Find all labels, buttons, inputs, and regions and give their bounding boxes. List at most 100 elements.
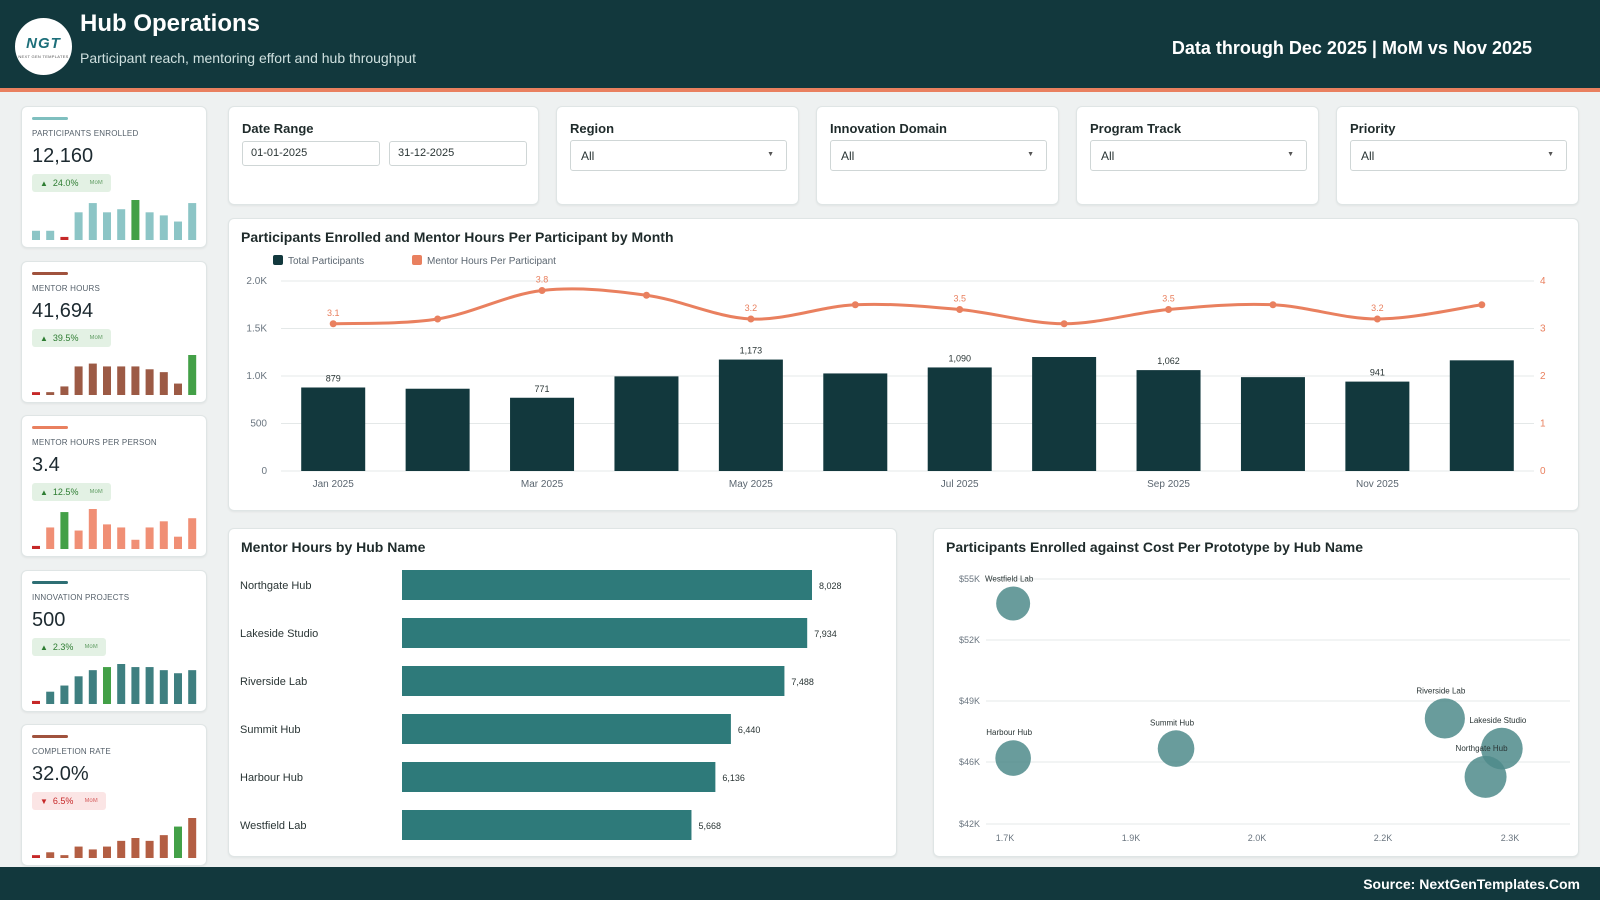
sparkline-bar bbox=[46, 392, 55, 395]
hub-label: Harbour Hub bbox=[240, 772, 303, 784]
header-bar: NGT NEXT GEN TEMPLATES Hub Operations Pa… bbox=[0, 0, 1600, 92]
sparkline-bar bbox=[159, 521, 168, 549]
kpi-sparkline bbox=[32, 355, 197, 395]
bubble-label: Summit Hub bbox=[1150, 718, 1195, 727]
kpi-card: COMPLETION RATE 32.0% ▼ 6.5% MoM bbox=[21, 724, 207, 866]
kpi-label: MENTOR HOURS PER PERSON bbox=[32, 438, 157, 447]
bar-may-2025 bbox=[718, 359, 783, 471]
priority-select[interactable]: All ▼ bbox=[1350, 140, 1567, 171]
x-tick-label: May 2025 bbox=[729, 479, 773, 490]
source-label: Source: NextGenTemplates.Com bbox=[1363, 876, 1580, 892]
monthly-combo-chart: Total Participants Mentor Hours Per Parti… bbox=[246, 255, 1546, 490]
sparkline-bar bbox=[145, 840, 154, 858]
hub-bar-value: 8,028 bbox=[819, 581, 842, 591]
bubble-northgate-hub bbox=[1464, 755, 1507, 798]
sparkline-bar bbox=[103, 212, 111, 240]
bar-value-label: 771 bbox=[535, 384, 550, 394]
bar-mar-2025 bbox=[510, 397, 575, 471]
line-point bbox=[329, 320, 337, 328]
line-value-label: 3.2 bbox=[745, 303, 758, 313]
line-point bbox=[1478, 301, 1486, 309]
line-point bbox=[956, 306, 964, 313]
sparkline-bar bbox=[188, 203, 197, 240]
y-right-tick-label: 1 bbox=[1540, 419, 1546, 430]
filter-region: Region All ▼ bbox=[556, 106, 799, 205]
bar-value-label: 1,090 bbox=[948, 353, 971, 363]
sparkline-bar bbox=[131, 838, 140, 858]
sparkline-bar bbox=[32, 392, 40, 395]
kpi-change-badge: ▲ 39.5% MoM bbox=[32, 329, 111, 347]
sparkline-bar bbox=[74, 212, 83, 240]
sparkline-bar bbox=[74, 366, 83, 395]
sparkline-bar bbox=[159, 372, 168, 395]
chevron-down-icon: ▼ bbox=[1287, 151, 1294, 158]
kpi-mom-label: MoM bbox=[89, 335, 103, 341]
hub-bar bbox=[402, 762, 716, 792]
x-tick-label: Nov 2025 bbox=[1356, 479, 1399, 490]
kpi-mom-label: MoM bbox=[89, 489, 103, 495]
region-select[interactable]: All ▼ bbox=[570, 140, 787, 171]
bar-aug-2025 bbox=[1032, 357, 1097, 471]
region-select-value: All bbox=[581, 149, 595, 163]
kpi-change-badge: ▲ 12.5% MoM bbox=[32, 483, 111, 501]
bar-value-label: 941 bbox=[1370, 368, 1385, 378]
line-value-label: 3.1 bbox=[327, 308, 340, 318]
kpi-sparkline bbox=[32, 664, 197, 704]
kpi-value: 12,160 bbox=[32, 145, 94, 167]
track-select[interactable]: All ▼ bbox=[1090, 140, 1307, 171]
line-point bbox=[642, 291, 650, 299]
kpi-accent-bar bbox=[32, 735, 68, 738]
sparkline-bar bbox=[188, 670, 197, 704]
date-to-input[interactable]: 31-12-2025 bbox=[389, 141, 527, 166]
chevron-down-icon: ▼ bbox=[1027, 151, 1034, 158]
line-point bbox=[1373, 315, 1381, 323]
y-left-tick-label: 1.5K bbox=[246, 324, 267, 335]
x-tick-label: Sep 2025 bbox=[1147, 479, 1190, 490]
x-tick-label: 2.3K bbox=[1501, 833, 1520, 843]
sparkline-bar bbox=[74, 676, 83, 704]
bar-value-label: 879 bbox=[326, 373, 341, 383]
line-value-label: 3.5 bbox=[953, 294, 966, 304]
x-tick-label: Mar 2025 bbox=[521, 479, 564, 490]
chart-title: Mentor Hours by Hub Name bbox=[241, 539, 426, 555]
hub-bar-chart-card: Mentor Hours by Hub Name Northgate Hub 8,… bbox=[228, 528, 897, 857]
sparkline-bar bbox=[32, 855, 40, 858]
kpi-sparkline bbox=[32, 818, 197, 858]
sparkline-bar bbox=[131, 200, 140, 240]
kpi-mom-label: MoM bbox=[84, 644, 98, 650]
domain-select[interactable]: All ▼ bbox=[830, 140, 1047, 171]
kpi-change-value: 2.3% bbox=[52, 642, 74, 652]
track-select-value: All bbox=[1101, 149, 1115, 163]
bar-oct-2025 bbox=[1240, 377, 1305, 471]
y-left-tick-label: 500 bbox=[250, 419, 267, 430]
bar-jan-2025 bbox=[301, 387, 366, 471]
sparkline-bar bbox=[145, 527, 154, 549]
triangle-up-icon: ▲ bbox=[40, 487, 48, 497]
kpi-change-value: 24.0% bbox=[52, 178, 79, 188]
bubble-summit-hub bbox=[1157, 730, 1195, 767]
sparkline-bar bbox=[32, 700, 40, 704]
x-tick-label: 1.9K bbox=[1122, 833, 1141, 843]
kpi-card: MENTOR HOURS PER PERSON 3.4 ▲ 12.5% MoM bbox=[21, 415, 207, 557]
date-from-input[interactable]: 01-01-2025 bbox=[242, 141, 380, 166]
sparkline-bar bbox=[103, 524, 111, 549]
bubble-harbour-hub bbox=[995, 740, 1031, 776]
kpi-accent-bar bbox=[32, 272, 68, 275]
kpi-card: MENTOR HOURS 41,694 ▲ 39.5% MoM bbox=[21, 261, 207, 403]
bubble-label: Harbour Hub bbox=[986, 728, 1032, 737]
chart-legend: Total Participants Mentor Hours Per Parti… bbox=[273, 255, 556, 267]
bar-apr-2025 bbox=[614, 376, 679, 471]
x-tick-label: 2.2K bbox=[1374, 833, 1393, 843]
sparkline-bar bbox=[159, 835, 168, 858]
triangle-down-icon: ▼ bbox=[40, 796, 48, 806]
kpi-label: PARTICIPANTS ENROLLED bbox=[32, 129, 139, 138]
kpi-card: PARTICIPANTS ENROLLED 12,160 ▲ 24.0% MoM bbox=[21, 106, 207, 248]
kpi-change-value: 6.5% bbox=[52, 796, 74, 806]
sparkline-bar bbox=[117, 840, 126, 858]
sparkline-bar bbox=[174, 673, 182, 704]
bar-value-label: 1,062 bbox=[1157, 356, 1180, 366]
sparkline-bar bbox=[88, 849, 97, 858]
sparkline-bar bbox=[60, 236, 69, 240]
page-title: Hub Operations bbox=[80, 10, 261, 37]
legend-swatch bbox=[273, 255, 283, 265]
